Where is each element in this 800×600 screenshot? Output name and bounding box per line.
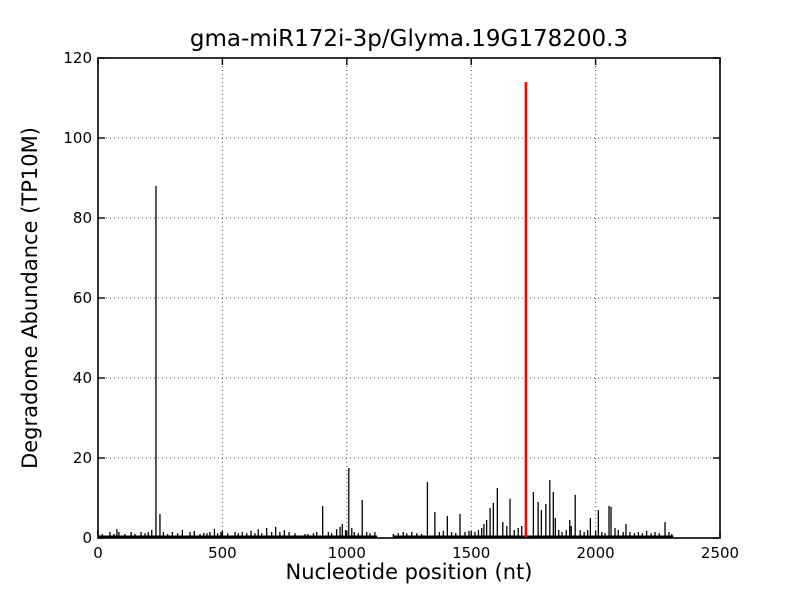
x-tick-label: 1500	[452, 544, 490, 562]
y-tick-label: 100	[63, 129, 92, 147]
chart-title: gma-miR172i-3p/Glyma.19G178200.3	[189, 26, 629, 52]
x-tick-label: 0	[93, 544, 103, 562]
x-tick-label: 2000	[577, 544, 615, 562]
y-tick-label: 80	[73, 209, 92, 227]
y-tick-label: 20	[73, 449, 92, 467]
y-tick-label: 60	[73, 289, 92, 307]
x-tick-label: 2500	[701, 544, 739, 562]
y-tick-label: 0	[82, 529, 92, 547]
y-tick-label: 120	[63, 49, 92, 67]
y-tick-label: 40	[73, 369, 92, 387]
x-tick-label: 500	[208, 544, 237, 562]
y-axis-label: Degradome Abundance (TP10M)	[18, 127, 42, 469]
x-axis-label: Nucleotide position (nt)	[285, 560, 533, 584]
x-tick-label: 1000	[328, 544, 366, 562]
